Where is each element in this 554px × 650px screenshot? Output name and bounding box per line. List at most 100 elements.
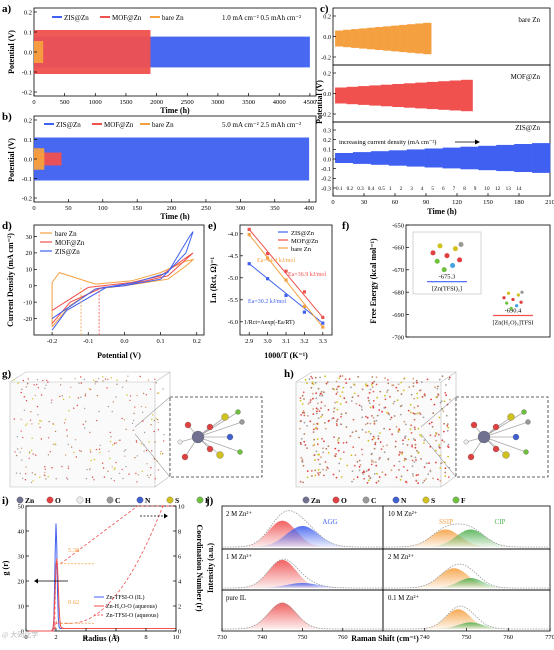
h-particle — [356, 476, 359, 479]
molecule-0-atom — [430, 250, 436, 256]
panel-label-i: i) — [2, 495, 9, 507]
rate-band-0 — [407, 24, 416, 53]
g-particle — [111, 410, 113, 413]
g-particle — [48, 420, 50, 423]
h-particle — [324, 375, 326, 378]
f-y-tick-label: -660 — [392, 245, 404, 252]
h-particle — [335, 380, 338, 383]
g-particle — [70, 446, 73, 448]
h-particle — [335, 476, 338, 479]
y-ticks-e: -4.0 -4.5 -5.0 -5.5 -6.0 — [228, 231, 243, 326]
h-particle — [386, 391, 388, 393]
h-particle — [311, 475, 313, 477]
h-particle — [446, 423, 449, 425]
h-particle — [317, 408, 319, 411]
g-particle — [115, 461, 117, 464]
current-density-label: 0.1 — [336, 186, 343, 192]
e-y-tick-label: -5.5 — [228, 297, 238, 304]
h-particle — [438, 416, 441, 419]
h-particle — [416, 381, 418, 384]
g-particle — [68, 410, 70, 412]
rate-band-0 — [343, 29, 352, 48]
panel-label-j: j) — [205, 495, 214, 507]
raman-envelope-left — [222, 510, 383, 548]
h-particle — [358, 465, 361, 468]
g-particle — [90, 459, 92, 462]
h-particle — [447, 476, 450, 478]
g-particle — [110, 477, 113, 480]
h-particle — [365, 470, 368, 473]
signal-band-MOF-Zn — [34, 30, 151, 74]
h-particle — [301, 461, 304, 463]
rate-band-0 — [351, 29, 360, 48]
h-particle — [374, 441, 377, 444]
rate-band-1 — [335, 87, 347, 104]
g-particle — [113, 468, 115, 471]
h-particle — [395, 476, 398, 479]
panel-d: d) bare Zn MOF@Zn ZIS@Zn 30 20 10 0 -10 -20 -… — [2, 220, 205, 360]
h-particle — [427, 473, 430, 476]
rate-band-1 — [392, 84, 405, 107]
d-x-tick-label: -0.2 — [47, 338, 57, 345]
h-particle — [370, 463, 373, 466]
h-inset-atom — [507, 413, 515, 421]
h-particle — [309, 401, 312, 404]
g-particle — [121, 468, 123, 471]
f-y-tick-label: -690 — [392, 312, 404, 319]
cv-curves — [51, 231, 195, 335]
h-particle — [375, 419, 378, 422]
h-particle — [317, 402, 319, 405]
h-particle — [323, 440, 325, 443]
h-particle — [336, 424, 338, 427]
h-particle — [426, 378, 429, 381]
g-particle — [116, 383, 118, 385]
h-particle — [379, 441, 382, 443]
g-particle — [150, 467, 152, 469]
g-particle — [89, 431, 91, 434]
g-particle — [31, 423, 33, 425]
molecule-1-atom — [506, 291, 511, 295]
h-particle — [439, 401, 442, 404]
h-particle — [358, 404, 361, 407]
j-x-tick-label: 740 — [257, 634, 267, 641]
legend-text-zis: ZIS@Zn — [291, 230, 315, 237]
a-y-tick-label: 0.0 — [24, 49, 32, 56]
h-particle — [369, 406, 372, 409]
h-particle — [367, 399, 370, 402]
a-x-tick-label: 3000 — [211, 99, 224, 106]
h-particle — [325, 447, 328, 450]
signal-c — [335, 22, 551, 173]
fit-line-0 — [248, 263, 324, 324]
g-particle — [39, 420, 41, 422]
c-arrow-text: increasing current density (mA cm⁻²) — [339, 139, 436, 146]
h-particle — [414, 456, 417, 459]
rate-band-0 — [399, 24, 408, 53]
h-particle — [361, 453, 364, 456]
g-particle — [20, 391, 22, 394]
g-particle — [66, 477, 68, 479]
c-y-tick-label: -0.2 — [321, 54, 331, 61]
h-particle — [320, 456, 322, 459]
g-particle — [108, 450, 110, 453]
g-particle — [21, 388, 23, 390]
molecule-1-atom — [516, 293, 521, 297]
g-particle — [40, 438, 43, 440]
a-x-tick-label: 500 — [60, 99, 70, 106]
y-label-b: Potential (V) — [7, 138, 16, 182]
h-particle — [379, 390, 382, 393]
current-density-label: 0.3 — [357, 186, 364, 192]
legend-text-bare: bare Zn — [291, 246, 312, 253]
g-particle — [134, 406, 136, 408]
panel-label-d: d) — [2, 220, 12, 232]
arrhenius-plot — [247, 227, 325, 329]
species-name-0: [Zn(TFSI)₂] — [432, 286, 462, 293]
data-point — [302, 304, 306, 308]
x-ticks-j: 730 740 750 760 740 750 760 770 — [217, 628, 554, 641]
g-particle — [51, 467, 53, 469]
h-particle — [377, 435, 380, 437]
rate-band-2 — [352, 152, 372, 164]
i-y-tick-label: 50 — [18, 503, 25, 510]
h-particle — [352, 418, 355, 421]
h-particle — [336, 391, 339, 393]
legend-i: Zn-TFSI-O (IL) Zn-H₂O-O (aqueous) Zn-TFS… — [94, 594, 159, 619]
